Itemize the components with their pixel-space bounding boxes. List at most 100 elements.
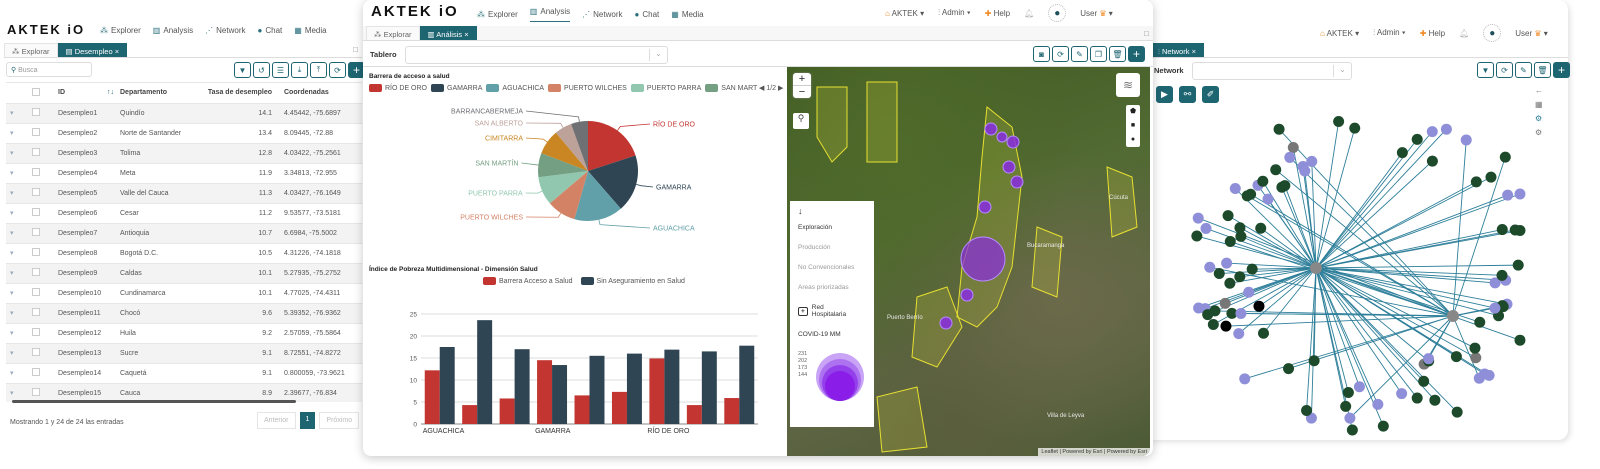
pie-slice[interactable] bbox=[555, 123, 588, 171]
network-node[interactable] bbox=[1224, 277, 1236, 289]
table-row[interactable]: ▾ Desempleo11 Chocó 9.6 5.39352, -76.9362 bbox=[6, 303, 362, 323]
copy-button[interactable]: ❐ bbox=[1090, 46, 1107, 62]
next-page-button[interactable]: Próximo bbox=[319, 412, 360, 429]
network-node[interactable] bbox=[1224, 236, 1236, 248]
network-node[interactable] bbox=[1372, 398, 1384, 410]
network-node[interactable] bbox=[1489, 277, 1501, 289]
search-input[interactable]: ⚲ Busca bbox=[6, 62, 92, 77]
settings-alt-icon[interactable]: ⚙ bbox=[1535, 128, 1543, 137]
legend-red-hospitalaria[interactable]: + Red Hospitalaria bbox=[798, 304, 866, 318]
nav-explorer[interactable]: ⁂ Explorer bbox=[100, 26, 141, 35]
network-node[interactable] bbox=[1473, 372, 1485, 384]
col-coordenadas[interactable]: Coordenadas bbox=[284, 89, 329, 97]
network-node[interactable] bbox=[1239, 373, 1251, 385]
play-button[interactable]: ▶ bbox=[1156, 86, 1173, 103]
network-node[interactable] bbox=[1235, 230, 1247, 242]
network-node[interactable] bbox=[1489, 302, 1501, 314]
table-row[interactable]: ▾ Desempleo8 Bogotá D.C. 10.5 4.31226, -74… bbox=[6, 243, 362, 263]
help-link[interactable]: ✚ Help bbox=[984, 8, 1011, 18]
network-node[interactable] bbox=[1234, 222, 1246, 234]
pie-legend-item[interactable]: RÍO DE ORO bbox=[369, 84, 427, 92]
network-node[interactable] bbox=[1423, 353, 1435, 365]
network-node[interactable] bbox=[1219, 297, 1231, 309]
dashboard-select[interactable]: ⌄ bbox=[405, 46, 668, 64]
network-node[interactable] bbox=[1451, 406, 1463, 418]
maximize-icon[interactable]: □ bbox=[1144, 29, 1149, 38]
bar[interactable] bbox=[724, 398, 740, 424]
user-menu[interactable]: User ♛ ▾ bbox=[1515, 28, 1548, 38]
camera-button[interactable]: ◙ bbox=[1033, 46, 1050, 62]
layers-button[interactable]: ≋ bbox=[1116, 73, 1140, 97]
pie-slice[interactable] bbox=[588, 155, 638, 209]
col-id[interactable]: ID ↑↓ bbox=[58, 89, 114, 97]
avatar[interactable]: ● bbox=[1048, 4, 1067, 22]
org-menu[interactable]: ⌂ AKTEK ▾ bbox=[885, 8, 925, 18]
network-node[interactable] bbox=[1308, 355, 1320, 367]
network-node[interactable] bbox=[1470, 352, 1482, 364]
upload-button[interactable]: ⤒ bbox=[310, 62, 327, 78]
bar[interactable] bbox=[589, 355, 605, 424]
pie-slice[interactable] bbox=[538, 153, 588, 178]
network-node[interactable] bbox=[1411, 392, 1423, 404]
network-node[interactable] bbox=[1283, 363, 1295, 375]
columns-button[interactable]: ☰ bbox=[272, 62, 289, 78]
legend-no-convencionales[interactable]: No Convencionales bbox=[798, 264, 855, 271]
bar[interactable] bbox=[611, 391, 627, 424]
network-node[interactable] bbox=[1234, 271, 1246, 283]
legend-pager[interactable]: ◀ 1/2 ▶ bbox=[759, 85, 784, 92]
legend-exploracion[interactable]: Exploración bbox=[798, 224, 832, 231]
table-row[interactable]: ▾ Desempleo13 Sucre 9.1 8.72551, -74.8272 bbox=[6, 343, 362, 363]
expand-row-icon[interactable]: ▾ bbox=[10, 150, 14, 157]
table-row[interactable]: ▾ Desempleo6 Cesar 11.2 9.53577, -73.5181 bbox=[6, 203, 362, 223]
maximize-icon[interactable]: □ bbox=[353, 45, 358, 54]
row-checkbox[interactable] bbox=[32, 168, 40, 176]
edit-button[interactable]: ✎ bbox=[1515, 62, 1532, 78]
row-checkbox[interactable] bbox=[32, 248, 40, 256]
delete-button[interactable]: 🗑︎ bbox=[1534, 62, 1551, 78]
tab-network[interactable]: ⫶ Network × bbox=[1150, 43, 1204, 57]
row-checkbox[interactable] bbox=[32, 328, 40, 336]
row-checkbox[interactable] bbox=[32, 148, 40, 156]
network-graph[interactable] bbox=[1150, 80, 1530, 440]
network-node[interactable] bbox=[1426, 126, 1438, 138]
bar[interactable] bbox=[649, 358, 665, 424]
bar[interactable] bbox=[739, 345, 755, 424]
network-node[interactable] bbox=[1253, 300, 1265, 312]
nav-chat[interactable]: ● Chat bbox=[634, 10, 660, 19]
polygon-tool-icon[interactable]: ⬟ bbox=[1129, 108, 1137, 115]
legend-produccion[interactable]: Producción bbox=[798, 244, 831, 251]
grid-icon[interactable]: ▦ bbox=[1535, 100, 1543, 109]
network-node[interactable] bbox=[1202, 309, 1214, 321]
network-node[interactable] bbox=[1514, 334, 1526, 346]
pie-legend-item[interactable]: PUERTO PARRA bbox=[630, 84, 701, 92]
network-node[interactable] bbox=[1429, 394, 1441, 406]
bar[interactable] bbox=[664, 349, 680, 424]
bar[interactable] bbox=[462, 405, 478, 424]
bar[interactable] bbox=[499, 398, 515, 424]
expand-row-icon[interactable]: ▾ bbox=[10, 110, 14, 117]
bar[interactable] bbox=[439, 347, 455, 424]
network-node[interactable] bbox=[1450, 351, 1462, 363]
network-node[interactable] bbox=[1262, 193, 1274, 205]
network-node[interactable] bbox=[1243, 286, 1255, 298]
table-row[interactable]: ▾ Desempleo9 Caldas 10.1 5.27935, -75.2752 bbox=[6, 263, 362, 283]
network-node[interactable] bbox=[1514, 188, 1526, 200]
network-node[interactable] bbox=[1301, 404, 1313, 416]
map[interactable]: Bucaramanga Puerto Berrío Villa de Leyva Cú… bbox=[787, 67, 1150, 456]
zoom-in-button[interactable]: + bbox=[793, 73, 811, 86]
network-node[interactable] bbox=[1411, 133, 1423, 145]
network-node[interactable] bbox=[1220, 320, 1232, 332]
row-checkbox[interactable] bbox=[32, 308, 40, 316]
row-checkbox[interactable] bbox=[32, 208, 40, 216]
network-hub-node[interactable] bbox=[1310, 262, 1322, 274]
network-node[interactable] bbox=[1418, 375, 1430, 387]
pie-slice[interactable] bbox=[574, 171, 621, 221]
row-checkbox[interactable] bbox=[32, 188, 40, 196]
row-checkbox[interactable] bbox=[32, 348, 40, 356]
nav-network[interactable]: ⋰ Network bbox=[205, 26, 246, 35]
network-node[interactable] bbox=[1306, 155, 1318, 167]
table-row[interactable]: ▾ Desempleo14 Caquetá 9.1 0.800059, -73.96… bbox=[6, 363, 362, 383]
brush-button[interactable]: ✐ bbox=[1202, 86, 1219, 103]
network-node[interactable] bbox=[1284, 151, 1296, 163]
pie-legend-item[interactable]: GAMARRA bbox=[431, 84, 482, 92]
